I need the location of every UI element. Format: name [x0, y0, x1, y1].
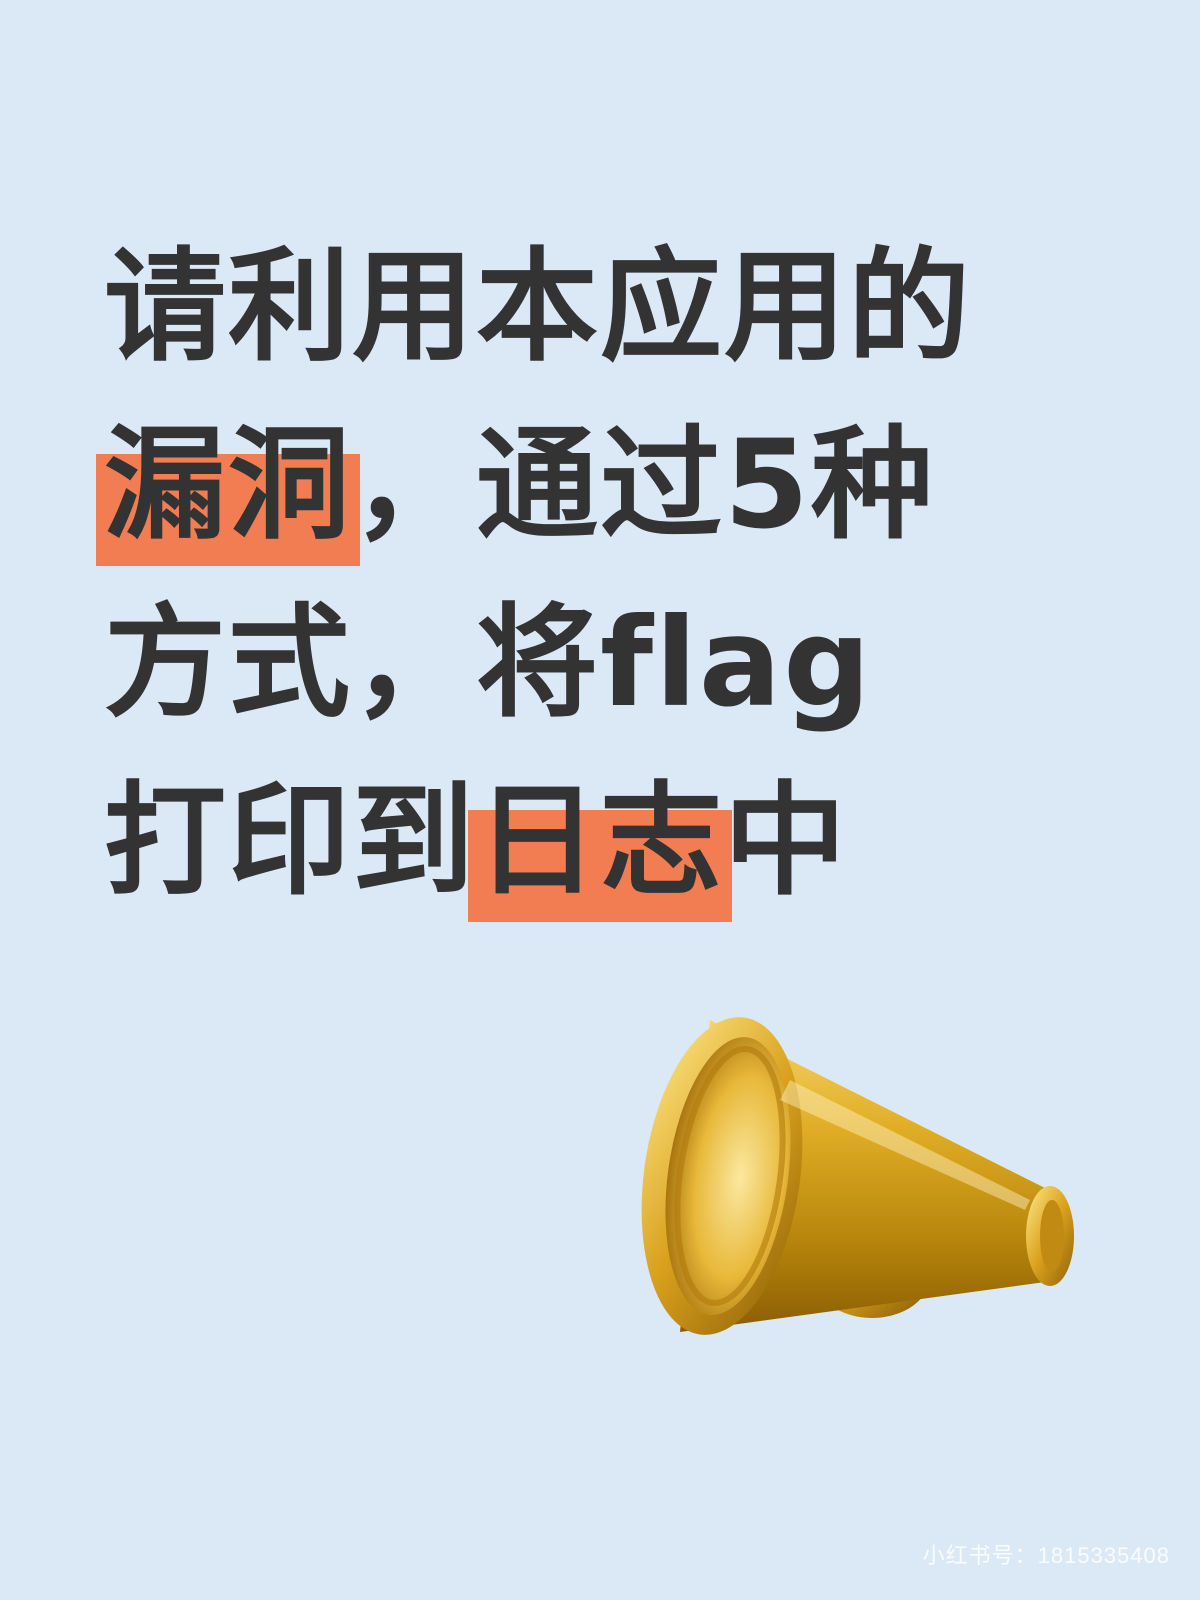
highlight-loophole: 漏洞 — [96, 396, 360, 574]
headline-line-2-text: ，通过5种 — [352, 414, 935, 556]
headline: 请利用本应用的 漏洞，通过5种 方式，将flag 打印到日志中 — [96, 218, 1104, 930]
highlight-log: 日志 — [468, 752, 732, 930]
headline-line-1-text: 请利用本应用的 — [104, 236, 972, 378]
headline-line-3-text: 方式，将flag — [104, 592, 873, 734]
headline-line-1: 请利用本应用的 — [104, 218, 1104, 396]
headline-line-4-before: 打印到 — [104, 770, 476, 912]
watermark: 小红书号：1815335408 — [922, 1543, 1170, 1568]
headline-line-2: 漏洞，通过5种 — [96, 396, 1104, 574]
headline-line-3: 方式，将flag — [104, 574, 1104, 752]
headline-line-4-after: 中 — [724, 770, 848, 912]
headline-line-4: 打印到日志中 — [104, 752, 1104, 930]
megaphone-icon — [641, 1017, 1074, 1335]
